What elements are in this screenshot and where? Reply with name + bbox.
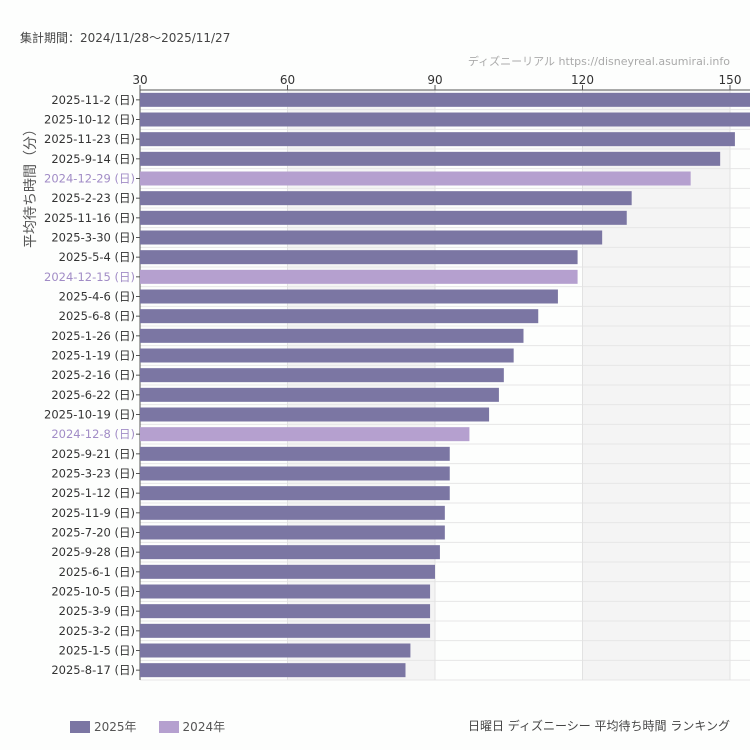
legend-swatch-2025 — [70, 721, 90, 733]
y-tick-label: 2025-9-21 (日) — [51, 447, 135, 461]
bar — [140, 250, 578, 265]
y-tick-label: 2025-3-2 (日) — [59, 624, 135, 638]
bar — [140, 387, 499, 402]
x-tick-label: 90 — [427, 73, 442, 87]
y-tick-label: 2025-3-23 (日) — [51, 467, 135, 481]
y-tick-label: 2025-1-26 (日) — [51, 329, 135, 343]
bar — [140, 643, 411, 658]
y-tick-label: 2025-10-12 (日) — [44, 113, 135, 127]
legend: 2025年 2024年 — [70, 718, 225, 735]
bar — [140, 623, 431, 638]
bar — [140, 92, 750, 107]
bar — [140, 191, 632, 206]
bar — [140, 328, 524, 343]
y-tick-label: 2025-11-2 (日) — [51, 93, 135, 107]
bar — [140, 309, 539, 324]
y-tick-label: 2025-10-5 (日) — [51, 585, 135, 599]
y-tick-label: 2025-9-28 (日) — [51, 545, 135, 559]
y-tick-label: 2025-6-1 (日) — [59, 565, 135, 579]
bar — [140, 427, 470, 442]
bar — [140, 210, 627, 225]
y-tick-label: 2024-12-8 (日) — [51, 427, 135, 441]
bar — [140, 486, 450, 501]
y-tick-label: 2025-3-9 (日) — [59, 604, 135, 618]
bar — [140, 545, 440, 560]
bar — [140, 269, 578, 284]
y-tick-label: 2024-12-29 (日) — [44, 172, 135, 186]
bar — [140, 525, 445, 540]
credit-label: ディズニーリアル https://disneyreal.asumirai.inf… — [467, 55, 730, 68]
y-tick-label: 2024-12-15 (日) — [44, 270, 135, 284]
legend-item-2024[interactable]: 2024年 — [158, 718, 225, 735]
bar — [140, 505, 445, 520]
y-tick-label: 2025-8-17 (日) — [51, 663, 135, 677]
bar — [140, 171, 691, 186]
legend-item-2025[interactable]: 2025年 — [70, 718, 137, 735]
bar — [140, 289, 558, 304]
x-tick-label: 60 — [280, 73, 295, 87]
y-tick-label: 2025-2-23 (日) — [51, 191, 135, 205]
y-tick-label: 2025-4-6 (日) — [59, 290, 135, 304]
y-tick-label: 2025-5-4 (日) — [59, 250, 135, 264]
y-tick-label: 2025-6-8 (日) — [59, 309, 135, 323]
x-tick-label: 120 — [571, 73, 594, 87]
bar — [140, 446, 450, 461]
legend-swatch-2024 — [158, 721, 179, 733]
y-tick-label: 2025-1-12 (日) — [51, 486, 135, 500]
bar — [140, 112, 750, 127]
y-tick-label: 2025-11-23 (日) — [44, 132, 135, 146]
y-tick-label: 2025-9-14 (日) — [51, 152, 135, 166]
y-tick-label: 2025-6-22 (日) — [51, 388, 135, 402]
chart-title: 日曜日 ディズニーシー 平均待ち時間 ランキング — [467, 719, 730, 733]
y-tick-label: 2025-1-5 (日) — [59, 644, 135, 658]
x-tick-label: 150 — [719, 73, 742, 87]
y-tick-label: 2025-2-16 (日) — [51, 368, 135, 382]
y-tick-label: 2025-11-16 (日) — [44, 211, 135, 225]
bar — [140, 348, 514, 363]
bar — [140, 584, 431, 599]
period-label: 集計期間：2024/11/28〜2025/11/27 — [20, 31, 231, 45]
y-tick-label: 2025-3-30 (日) — [51, 231, 135, 245]
y-tick-label: 2025-7-20 (日) — [51, 526, 135, 540]
bar — [140, 230, 603, 245]
bar — [140, 368, 504, 383]
bar — [140, 604, 431, 619]
x-tick-label: 30 — [132, 73, 147, 87]
bar — [140, 466, 450, 481]
bar — [140, 132, 735, 147]
y-tick-label: 2025-10-19 (日) — [44, 408, 135, 422]
bar — [140, 564, 435, 579]
y-tick-label: 2025-1-19 (日) — [51, 349, 135, 363]
bar — [140, 663, 406, 678]
y-tick-label: 2025-11-9 (日) — [51, 506, 135, 520]
bar — [140, 407, 490, 422]
bar — [140, 151, 721, 166]
